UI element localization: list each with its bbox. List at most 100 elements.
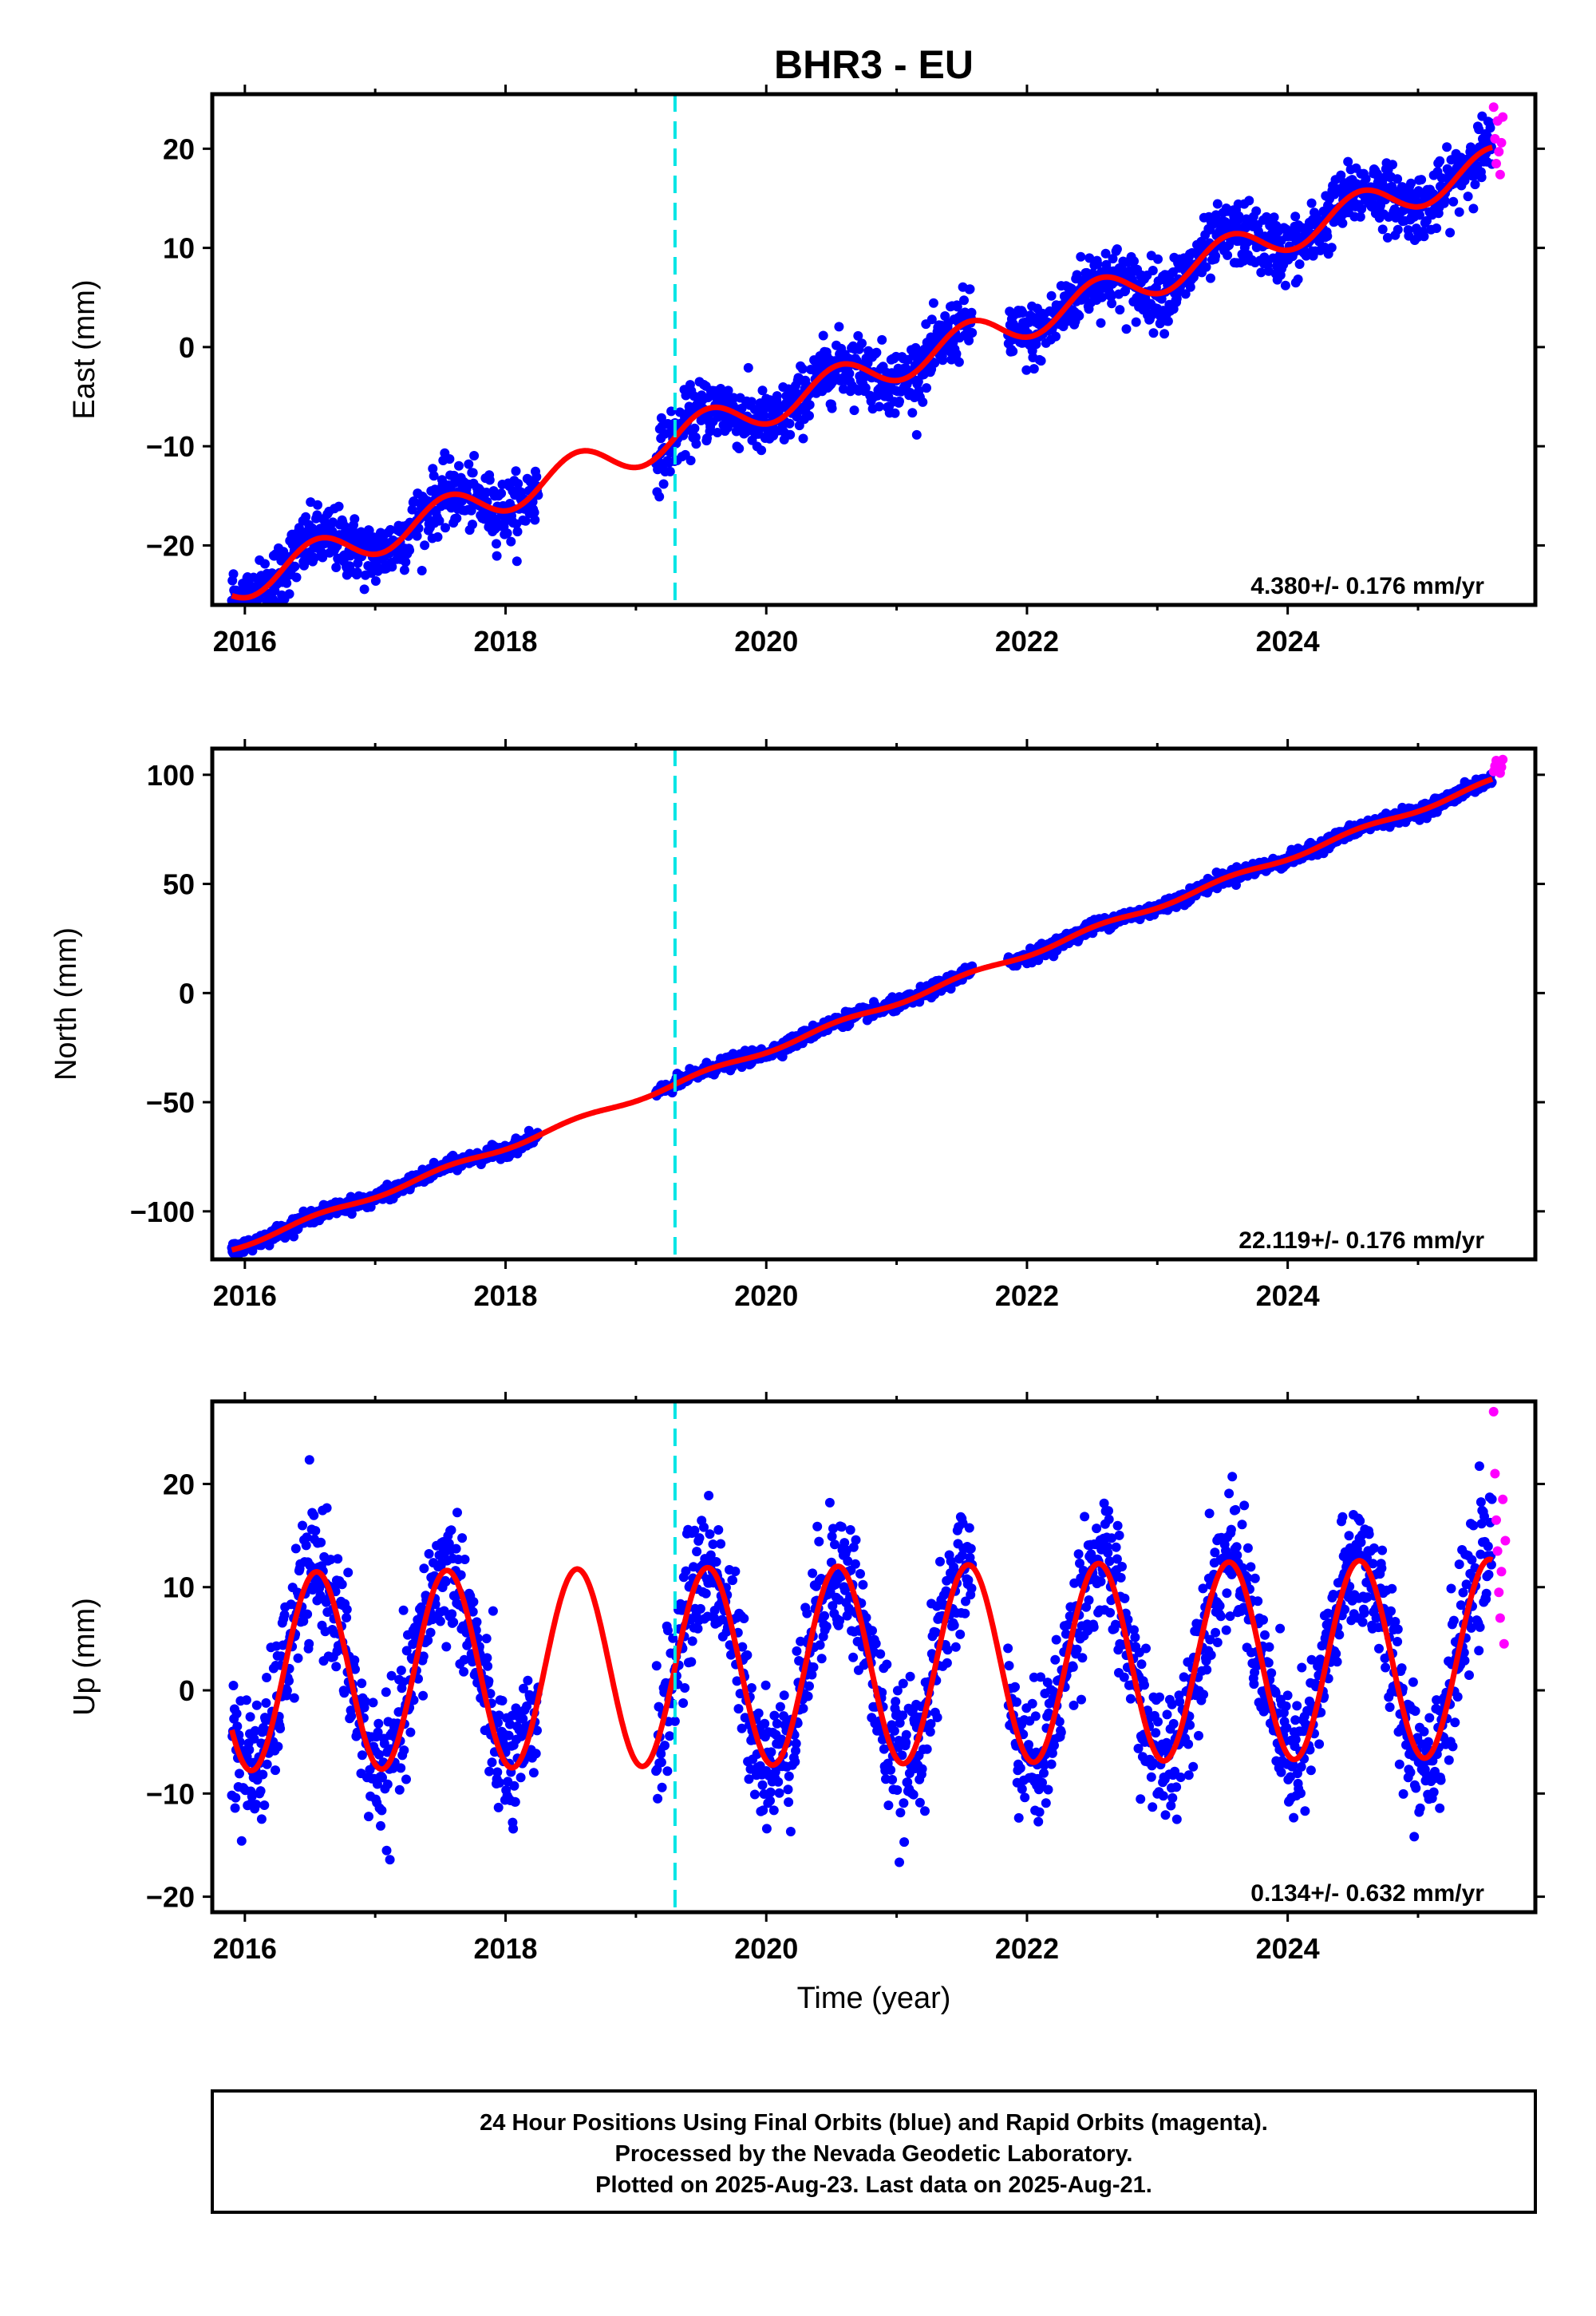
data-point (261, 1697, 271, 1708)
data-point (1336, 170, 1346, 180)
plot-content (227, 1406, 1511, 1867)
data-point (460, 1555, 470, 1564)
data-point (279, 1610, 290, 1620)
data-point (737, 1723, 747, 1733)
data-point (1051, 331, 1061, 342)
data-point (772, 1718, 782, 1729)
data-point (895, 396, 904, 406)
data-point (452, 1508, 462, 1518)
data-point (1343, 156, 1353, 167)
data-point (373, 1727, 383, 1737)
data-point (1017, 307, 1028, 318)
data-point (370, 576, 381, 586)
data-point (1120, 286, 1131, 296)
data-point (966, 307, 977, 318)
data-point (757, 445, 767, 456)
data-point (1008, 346, 1018, 357)
data-point (666, 448, 676, 458)
data-point (665, 1731, 675, 1741)
data-point (691, 439, 701, 449)
data-point (711, 1557, 721, 1567)
data-point (785, 429, 796, 440)
data-point (464, 459, 474, 469)
y-tick-label: 0 (179, 977, 195, 1010)
data-point (1393, 174, 1403, 184)
data-point (425, 1627, 436, 1638)
data-point (331, 563, 342, 572)
data-point (487, 1757, 497, 1768)
data-point (456, 1570, 466, 1580)
data-point (241, 1695, 251, 1705)
data-point (364, 1812, 373, 1822)
plot-frame (210, 746, 1538, 1262)
x-axis-ticks (243, 85, 1420, 615)
data-point (298, 1616, 309, 1626)
data-point (768, 1805, 779, 1816)
data-point (360, 1697, 370, 1706)
data-point (492, 539, 501, 549)
data-point (689, 423, 700, 433)
data-point (1115, 305, 1125, 315)
data-point (228, 1681, 239, 1690)
data-point (723, 385, 733, 396)
data-point (1148, 328, 1159, 338)
data-point (282, 1686, 292, 1696)
data-point (352, 567, 362, 578)
data-point (316, 1537, 326, 1547)
data-point (860, 383, 871, 393)
data-point (307, 523, 318, 533)
data-point (695, 1603, 705, 1614)
data-point (952, 302, 962, 312)
data-point (386, 1670, 397, 1681)
data-point (273, 1741, 283, 1752)
data-point (532, 1725, 542, 1736)
data-point (660, 1741, 670, 1751)
data-point (1148, 266, 1158, 275)
data-point (451, 1543, 461, 1554)
data-point (746, 397, 757, 407)
data-point (453, 1555, 464, 1564)
data-point (765, 1787, 776, 1797)
data-point (231, 1709, 242, 1719)
data-point (730, 1567, 741, 1576)
data-point (350, 1655, 360, 1666)
data-point (744, 1774, 754, 1784)
data-point (271, 1765, 280, 1776)
data-point (1046, 290, 1057, 301)
data-point (732, 1676, 742, 1686)
data-point (1468, 204, 1479, 214)
data-point (242, 611, 251, 620)
data-point (310, 552, 319, 563)
data-point (298, 1520, 307, 1531)
data-point (457, 1533, 468, 1543)
data-point (452, 513, 462, 524)
data-point (804, 410, 814, 421)
data-point (907, 408, 918, 418)
rapid-data-point (1494, 147, 1504, 157)
data-point (496, 488, 507, 499)
data-point (1382, 232, 1393, 243)
data-point (784, 418, 795, 429)
data-point (454, 460, 464, 471)
data-point (284, 1676, 294, 1686)
data-point (1280, 280, 1290, 290)
data-point (728, 1575, 737, 1586)
data-point (1419, 231, 1429, 242)
y-tick-label: 10 (163, 232, 195, 265)
data-point (733, 1704, 744, 1714)
data-point (484, 475, 495, 485)
data-point (528, 1768, 539, 1778)
data-point (468, 520, 477, 530)
data-point (342, 1604, 352, 1614)
data-point (481, 488, 492, 497)
data-point (951, 349, 962, 359)
data-point (1485, 123, 1495, 133)
data-point (258, 1769, 268, 1780)
data-point (772, 391, 782, 401)
data-point (704, 1491, 714, 1500)
data-point (516, 1773, 526, 1783)
data-point (483, 1661, 493, 1671)
data-point (417, 566, 427, 575)
data-point (911, 429, 922, 440)
